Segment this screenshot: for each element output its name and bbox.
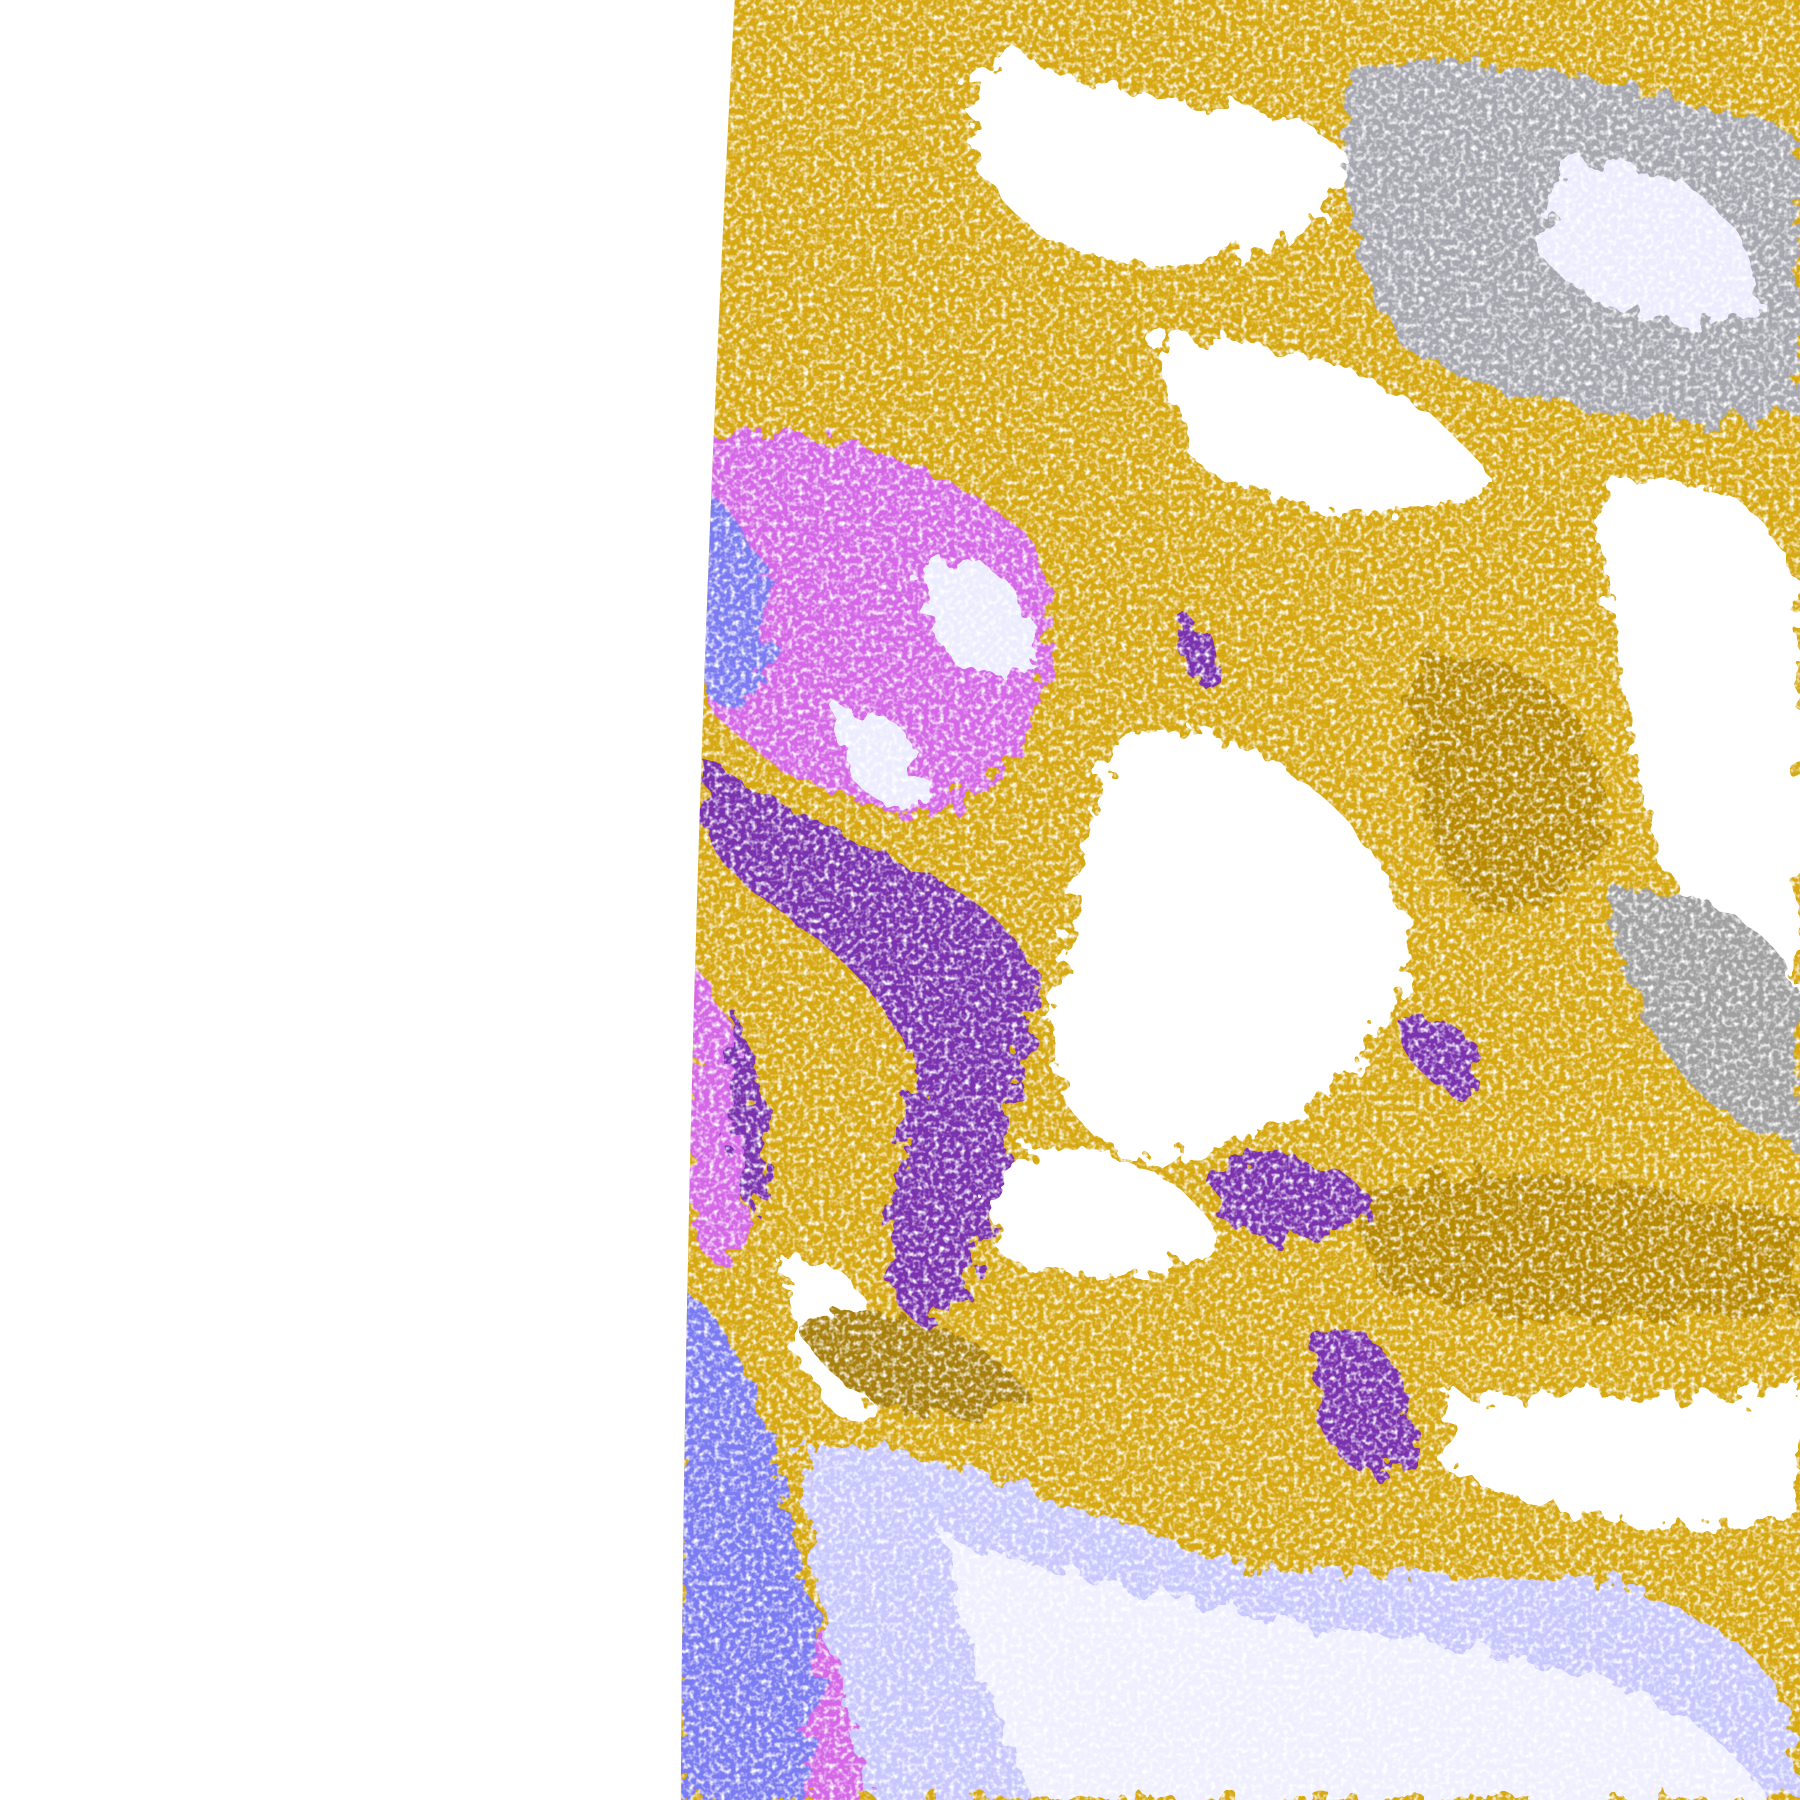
earth-disc (680, 0, 1800, 1800)
texture (680, 0, 1800, 1800)
